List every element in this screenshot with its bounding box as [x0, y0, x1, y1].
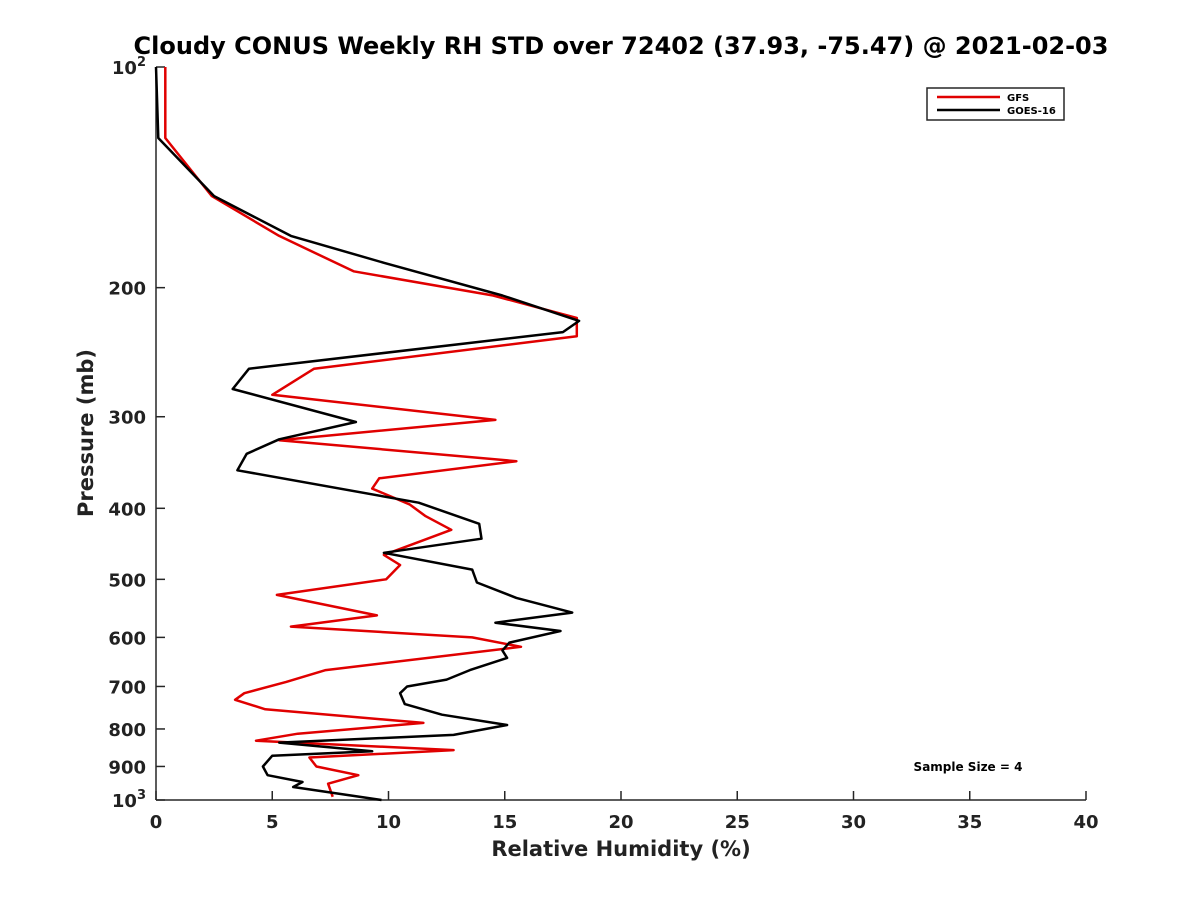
legend-label: GOES-16 — [1007, 106, 1056, 117]
y-tick-label: 103 — [112, 788, 146, 812]
axes: 0 5 10 15 20 25 30 35 40 102 200 300 400 500 600 700 800… — [108, 55, 1098, 833]
x-tick-label: 20 — [608, 812, 633, 833]
series-layer — [154, 66, 581, 802]
x-tick-label: 40 — [1073, 812, 1098, 833]
x-tick-label: 35 — [957, 812, 982, 833]
y-tick-label: 900 — [108, 757, 146, 778]
y-tick-label: 300 — [108, 408, 146, 429]
legend-box — [926, 87, 1065, 121]
y-tick-label: 102 — [112, 55, 146, 79]
x-axis-label: Relative Humidity (%) — [491, 837, 750, 861]
sample-size-annotation: Sample Size = 4 — [914, 760, 1023, 774]
y-tick-label: 200 — [108, 279, 146, 300]
y-tick-label: 500 — [108, 570, 146, 591]
x-tick-label: 25 — [725, 812, 750, 833]
x-tick-label: 30 — [841, 812, 866, 833]
series-line-gfs — [164, 67, 579, 798]
y-tick-label: 700 — [108, 677, 146, 698]
x-tick-label: 10 — [376, 812, 401, 833]
legend: GFS GOES-16 — [926, 87, 1065, 121]
chart-title: Cloudy CONUS Weekly RH STD over 72402 (3… — [134, 32, 1109, 60]
y-tick-label: 800 — [108, 720, 146, 741]
legend-label: GFS — [1007, 93, 1029, 104]
x-tick-label: 0 — [150, 812, 163, 833]
y-tick-label: 600 — [108, 628, 146, 649]
y-tick-label: 400 — [108, 499, 146, 520]
x-tick-label: 5 — [266, 812, 279, 833]
series-line-goes-16 — [154, 66, 581, 802]
x-tick-label: 15 — [492, 812, 517, 833]
y-axis-label: Pressure (mb) — [74, 349, 98, 517]
